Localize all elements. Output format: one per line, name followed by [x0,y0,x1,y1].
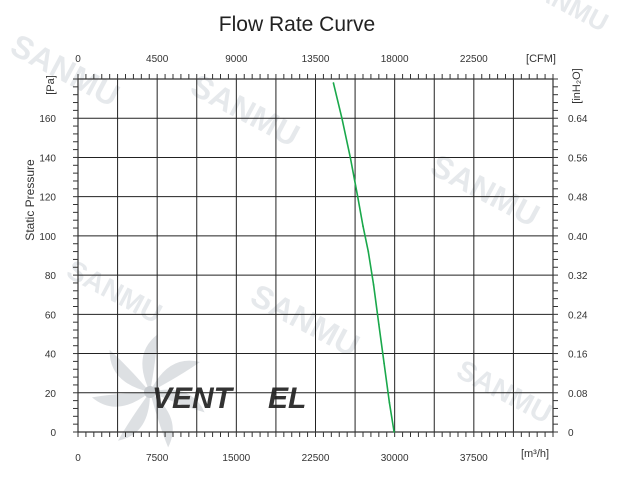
x2-tick-label: 22500 [460,54,488,65]
x-tick-label: 7500 [146,453,169,464]
x-axis-unit: [m³/h] [521,448,549,460]
fan-logo-blade-4 [91,392,150,407]
y2-tick-label: 0.64 [568,114,588,125]
x-tick-label: 30000 [381,453,409,464]
logo-text-main: VENT [152,382,235,415]
flow-rate-curve-point [393,431,395,433]
tick-layer [73,74,558,437]
watermark-text-4: SANMU [245,277,365,364]
y2-tick-label: 0.40 [568,232,588,243]
fan-logo-blade-3 [117,392,151,441]
flow-rate-curve-point [378,323,380,325]
watermark-text-2: SANMU [425,147,545,234]
x-tick-label: 0 [75,453,81,464]
y2-tick-label: 0.48 [568,193,588,204]
x2-tick-label: 0 [75,54,81,65]
y-tick-label: 0 [50,428,56,439]
flow-rate-curve-point [362,225,364,227]
watermark-text-6: SANMU [515,0,613,38]
fan-logo-hub [144,386,156,398]
y2-axis-unit: [inH₂O] [571,68,583,103]
flow-rate-curve-point [356,195,359,198]
y-tick-label: 80 [45,271,57,282]
y-tick-label: 120 [39,193,56,204]
grid-layer [78,79,553,432]
tick-label-layer: 0 7500 15000 22500 30000 37500 0 4500 9000 13500 1… [39,54,588,464]
x-tick-label: 15000 [222,453,250,464]
y2-tick-label: 0.32 [568,271,588,282]
fan-logo-blade-5 [109,349,150,392]
y-tick-label: 100 [39,232,56,243]
flow-rate-curve-point [383,362,385,365]
x2-tick-label: 13500 [302,54,330,65]
fan-logo-blade-0 [150,360,200,392]
chart-title: Flow Rate Curve [219,13,375,36]
fan-logo-blade-6 [142,334,158,392]
y-tick-label: 140 [39,153,56,164]
logo-text-accent: EL [268,382,306,415]
watermark-text-1: SANMU [185,67,305,154]
y-tick-label: 160 [39,114,56,125]
y-axis-title: Static Pressure [23,159,37,241]
y2-tick-label: 0 [568,428,574,439]
y2-tick-label: 0.16 [568,350,588,361]
x-tick-label: 37500 [460,453,488,464]
flow-rate-curve-line [332,82,395,433]
fan-logo-blade-1 [150,389,205,413]
y-axis-unit: [Pa] [45,75,57,95]
watermark-text-0: SANMU [5,27,125,114]
y-tick-label: 20 [45,389,57,400]
watermark-text-5: SANMU [452,354,557,430]
y2-tick-label: 0.56 [568,153,588,164]
x2-tick-label: 9000 [225,54,248,65]
flow-rate-curve-point [341,117,343,120]
flow-rate-curve-point [332,82,335,84]
series-layer [332,82,395,433]
x2-axis-unit: [CFM] [526,53,556,65]
y-tick-label: 60 [45,310,57,321]
x-tick-label: 22500 [302,453,330,464]
x2-tick-label: 18000 [381,54,409,65]
flow-rate-curve-point [372,284,375,286]
x2-tick-label: 4500 [146,54,169,65]
flow-rate-curve-point [349,156,352,159]
flow-rate-curve-point [367,250,370,253]
flow-rate-curve-point [388,401,391,404]
ventel-logo: VENT EL [91,334,306,448]
y2-tick-label: 0.24 [568,310,588,321]
y-tick-label: 40 [45,350,57,361]
y2-tick-label: 0.08 [568,389,588,400]
fan-logo-blade-2 [150,392,173,448]
